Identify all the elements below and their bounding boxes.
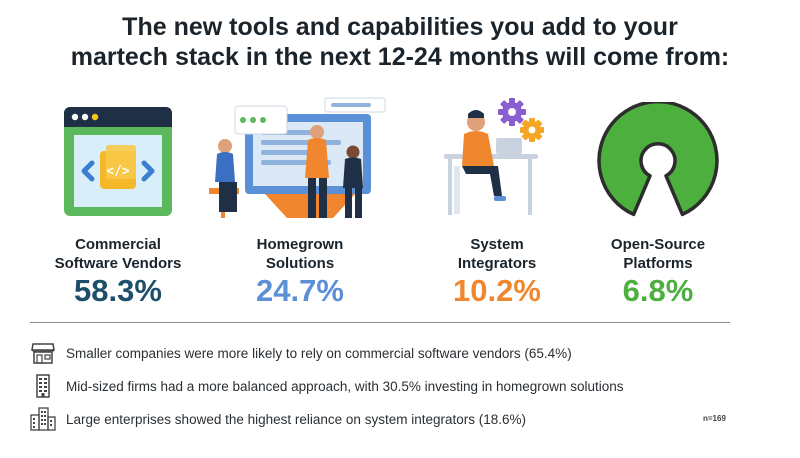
- note-text: Mid-sized firms had a more balanced appr…: [66, 378, 624, 394]
- category-line: Integrators: [457, 255, 537, 272]
- sample-size-label: n=169: [703, 414, 726, 423]
- chart-title: The new tools and capabilities you add t…: [0, 12, 800, 72]
- category-line: Platforms: [623, 255, 693, 272]
- note-mid-sized: Mid-sized firms had a more balanced appr…: [30, 374, 624, 398]
- city-buildings-icon: [30, 407, 56, 431]
- category-label-open-source: Open-Source Platforms: [573, 235, 743, 273]
- category-label-commercial: Commercial Software Vendors: [33, 235, 203, 273]
- value-label-commercial: 58.3%: [74, 273, 162, 308]
- integrator-gears-icon: [444, 98, 544, 215]
- note-text: Smaller companies were more likely to re…: [66, 345, 572, 361]
- category-label-homegrown: Homegrown Solutions: [215, 235, 385, 273]
- svg-text:</>: </>: [106, 164, 130, 179]
- note-small-companies: Smaller companies were more likely to re…: [30, 341, 572, 365]
- value-label-homegrown: 24.7%: [256, 273, 344, 308]
- category-line: Software Vendors: [54, 255, 182, 272]
- note-text: Large enterprises showed the highest rel…: [66, 411, 526, 427]
- category-line: Commercial: [75, 236, 161, 253]
- open-source-logo-icon: [597, 102, 719, 217]
- office-building-icon: [36, 374, 50, 398]
- category-label-integrators: System Integrators: [412, 235, 582, 273]
- developers-team-icon: [209, 97, 386, 218]
- note-large-enterprises: Large enterprises showed the highest rel…: [30, 407, 526, 431]
- code-window-icon: </>: [64, 107, 172, 216]
- category-line: Homegrown: [256, 236, 344, 253]
- category-line: Solutions: [265, 255, 335, 272]
- value-label-open-source: 6.8%: [622, 273, 694, 308]
- title-line-1: The new tools and capabilities you add t…: [122, 13, 678, 41]
- title-line-2: martech stack in the next 12-24 months w…: [70, 43, 730, 71]
- category-line: Open-Source: [610, 236, 706, 253]
- divider: [30, 322, 730, 323]
- value-label-integrators: 10.2%: [453, 273, 541, 308]
- shop-icon: [31, 343, 55, 364]
- category-line: System: [470, 236, 524, 253]
